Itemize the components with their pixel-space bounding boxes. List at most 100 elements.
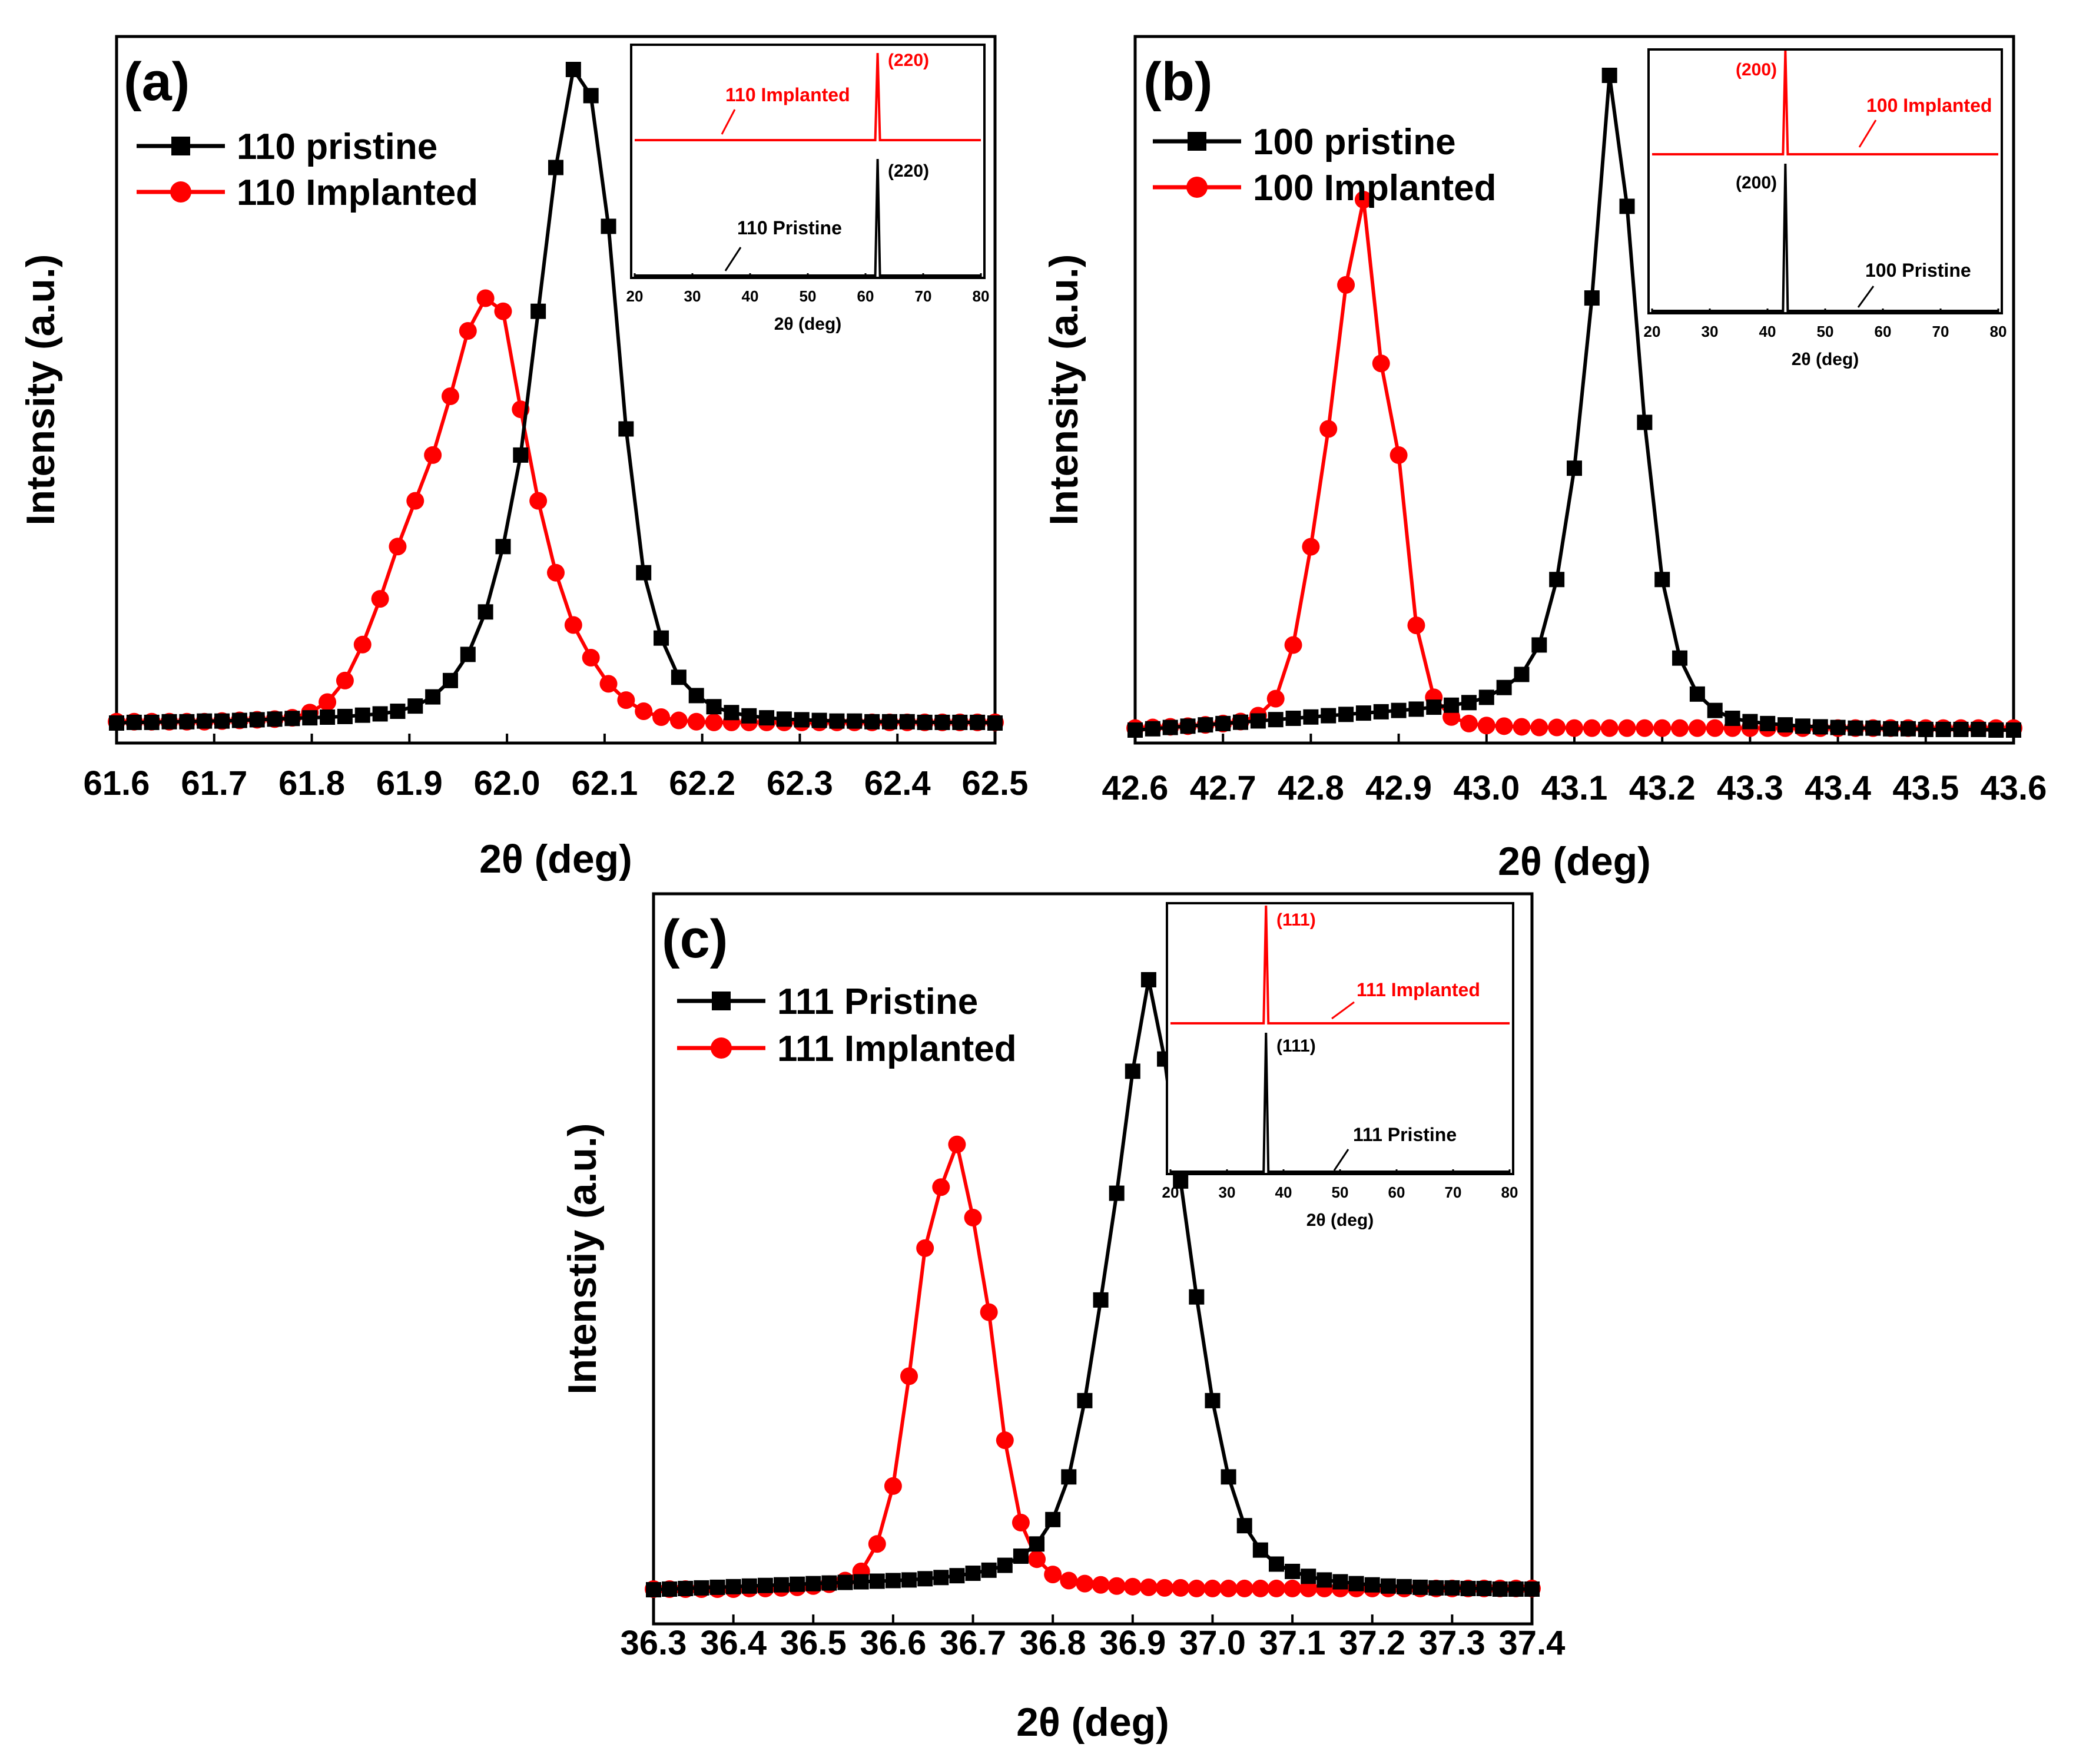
data-point xyxy=(1348,1576,1364,1591)
data-point xyxy=(687,712,705,731)
data-point xyxy=(618,421,634,437)
data-point xyxy=(197,713,213,729)
x-axis-label: 2θ (deg) xyxy=(479,837,632,881)
data-point xyxy=(917,714,933,730)
data-point xyxy=(1706,719,1724,737)
data-point xyxy=(705,713,723,731)
data-point xyxy=(790,1576,805,1592)
data-point xyxy=(1531,637,1547,653)
legend-marker xyxy=(712,992,731,1010)
data-point xyxy=(1198,717,1213,733)
data-point xyxy=(126,714,142,730)
data-point xyxy=(1354,191,1372,209)
inset-series-implanted: 100 Implanted (200) xyxy=(1652,50,1998,155)
data-point xyxy=(829,713,845,729)
data-point xyxy=(1044,1566,1062,1584)
data-point xyxy=(460,646,476,662)
inset-label-pristine: 100 Pristine xyxy=(1865,260,1971,281)
data-point xyxy=(1332,1574,1348,1590)
data-point xyxy=(1389,446,1408,464)
data-point xyxy=(1548,718,1566,737)
plot-frame xyxy=(652,892,1534,1626)
data-point xyxy=(774,1577,790,1593)
data-point xyxy=(688,688,704,704)
data-point xyxy=(1444,697,1460,713)
inset-arrow-pristine xyxy=(724,247,742,271)
inset-x-tick-label: 20 xyxy=(1644,323,1661,340)
data-point xyxy=(997,1557,1013,1573)
data-point xyxy=(671,669,687,685)
legend-label: 111 Implanted xyxy=(777,1029,1017,1069)
inset-x-tick-label: 60 xyxy=(1875,323,1892,340)
data-point xyxy=(1162,719,1178,735)
inset-trace-implanted xyxy=(1652,50,1998,155)
inset-x-tick-label: 30 xyxy=(1702,323,1719,340)
data-point xyxy=(1865,720,1881,736)
x-tick-label: 42.7 xyxy=(1190,769,1256,807)
data-point xyxy=(1236,1518,1252,1534)
x-tick-label: 43.5 xyxy=(1892,769,1959,807)
data-point xyxy=(407,698,423,714)
inset-x-tick-label: 40 xyxy=(742,287,759,305)
inset-x-tick-label: 20 xyxy=(626,287,644,305)
inset-x-axis-label: 2θ (deg) xyxy=(1792,350,1859,369)
data-point xyxy=(899,714,915,730)
inset: 20 30 40 50 60 70 80 2θ (deg) 110 Implanted (220)… xyxy=(626,44,989,334)
inset-label-implanted: 110 Implanted xyxy=(725,84,850,105)
data-point xyxy=(654,630,669,646)
data-point xyxy=(529,492,548,510)
data-point xyxy=(900,1367,918,1385)
data-point xyxy=(853,1574,869,1590)
inset-x-tick-label: 20 xyxy=(1162,1183,1179,1201)
inset-x-tick-label: 60 xyxy=(1388,1183,1405,1201)
x-tick-label: 36.6 xyxy=(860,1624,926,1662)
data-point xyxy=(249,712,265,728)
data-point xyxy=(1284,1579,1302,1597)
data-point xyxy=(1302,538,1320,556)
data-point xyxy=(1284,636,1302,654)
inset-arrow-implanted xyxy=(1331,1001,1355,1020)
x-tick-label: 37.2 xyxy=(1339,1624,1405,1662)
plot-frame xyxy=(115,35,997,745)
data-point xyxy=(884,1477,902,1495)
x-tick-label: 36.4 xyxy=(700,1624,767,1662)
x-tick-label: 62.4 xyxy=(864,764,931,803)
panel-label: (c) xyxy=(662,909,728,969)
chart-panel-a: 61.6 61.7 61.8 61.9 62.0 62.1 62.2 62.3 62.4 62.5… xyxy=(18,35,1029,881)
data-point xyxy=(636,565,652,581)
x-tick-label: 43.2 xyxy=(1629,769,1696,807)
x-tick-label: 61.7 xyxy=(181,764,247,803)
data-point xyxy=(513,447,529,463)
x-tick-label: 62.5 xyxy=(962,764,1029,803)
inset-label-implanted: 111 Implanted xyxy=(1357,979,1480,1000)
data-point xyxy=(1426,699,1442,715)
data-point xyxy=(319,693,337,711)
data-point xyxy=(1795,718,1810,734)
x-tick-label: 43.0 xyxy=(1453,769,1520,807)
inset-trace-pristine xyxy=(1170,1032,1510,1173)
x-axis-label: 2θ (deg) xyxy=(1016,1700,1169,1745)
legend-item-implanted: 100 Implanted xyxy=(1153,168,1496,208)
data-point xyxy=(1918,721,1934,737)
data-point xyxy=(1601,68,1617,83)
data-point xyxy=(1364,1577,1380,1593)
data-point xyxy=(970,714,986,730)
data-point xyxy=(1380,1578,1396,1594)
y-axis-label: Intenstiy (a.u.) xyxy=(560,1123,605,1395)
data-point xyxy=(635,702,653,721)
data-point xyxy=(1319,420,1338,438)
data-point xyxy=(1618,719,1636,737)
legend-item-pristine: 100 pristine xyxy=(1153,122,1456,163)
inset-x-tick-label: 40 xyxy=(1759,323,1776,340)
data-point xyxy=(1654,572,1670,588)
data-point xyxy=(1266,689,1285,708)
data-point xyxy=(371,590,389,608)
inset-series-implanted: 111 Implanted (111) xyxy=(1170,905,1510,1024)
data-point xyxy=(933,1570,949,1586)
data-point xyxy=(952,714,968,730)
data-point xyxy=(476,289,495,307)
inset: 20 30 40 50 60 70 80 2θ (deg) 100 Implanted (200)… xyxy=(1644,48,2007,369)
data-point xyxy=(1408,701,1424,717)
inset-frame xyxy=(1166,902,1514,1175)
